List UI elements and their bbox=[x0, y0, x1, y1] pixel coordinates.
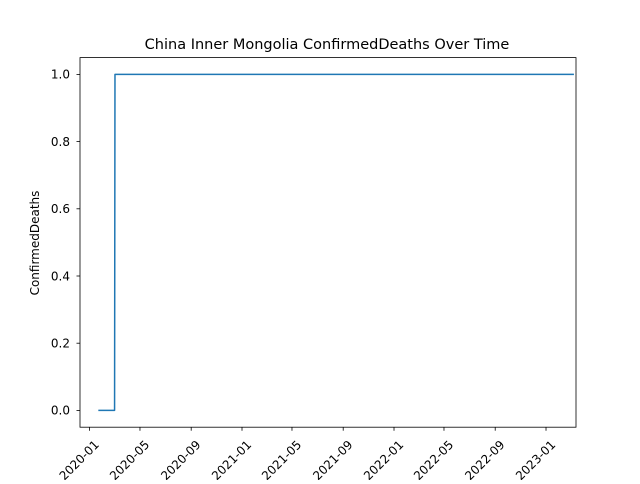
x-tick-label: 2020-01 bbox=[57, 438, 102, 480]
x-tick-label: 2021-09 bbox=[310, 438, 355, 480]
y-tick-label: 0.0 bbox=[51, 404, 70, 418]
x-axis: 2020-01 2020-05 2020-09 2021-01 2021-05 2021-… bbox=[57, 427, 558, 483]
x-tick-label: 2021-01 bbox=[209, 438, 254, 480]
y-axis-label: ConfirmedDeaths bbox=[28, 191, 42, 296]
x-tick-label: 2021-05 bbox=[259, 438, 304, 480]
y-axis: 0.0 0.2 0.4 0.6 0.8 1.0 bbox=[51, 68, 80, 418]
x-tick-label: 2022-01 bbox=[361, 438, 406, 480]
x-tick-label: 2020-09 bbox=[158, 438, 203, 480]
x-tick-label: 2020-05 bbox=[107, 438, 152, 480]
chart-title: China Inner Mongolia ConfirmedDeaths Ove… bbox=[145, 37, 510, 53]
plot-area bbox=[98, 73, 574, 412]
x-tick-label: 2022-09 bbox=[462, 438, 507, 480]
y-tick-label: 0.6 bbox=[51, 202, 70, 216]
y-tick-label: 0.4 bbox=[51, 269, 70, 283]
x-tick-label: 2022-05 bbox=[411, 438, 456, 480]
axes-frame bbox=[79, 57, 577, 428]
y-tick-label: 1.0 bbox=[51, 68, 70, 82]
series-line-0 bbox=[98, 73, 574, 412]
x-tick-label: 2023-01 bbox=[513, 438, 558, 480]
y-tick-label: 0.8 bbox=[51, 135, 70, 149]
y-tick-label: 0.2 bbox=[51, 337, 70, 351]
